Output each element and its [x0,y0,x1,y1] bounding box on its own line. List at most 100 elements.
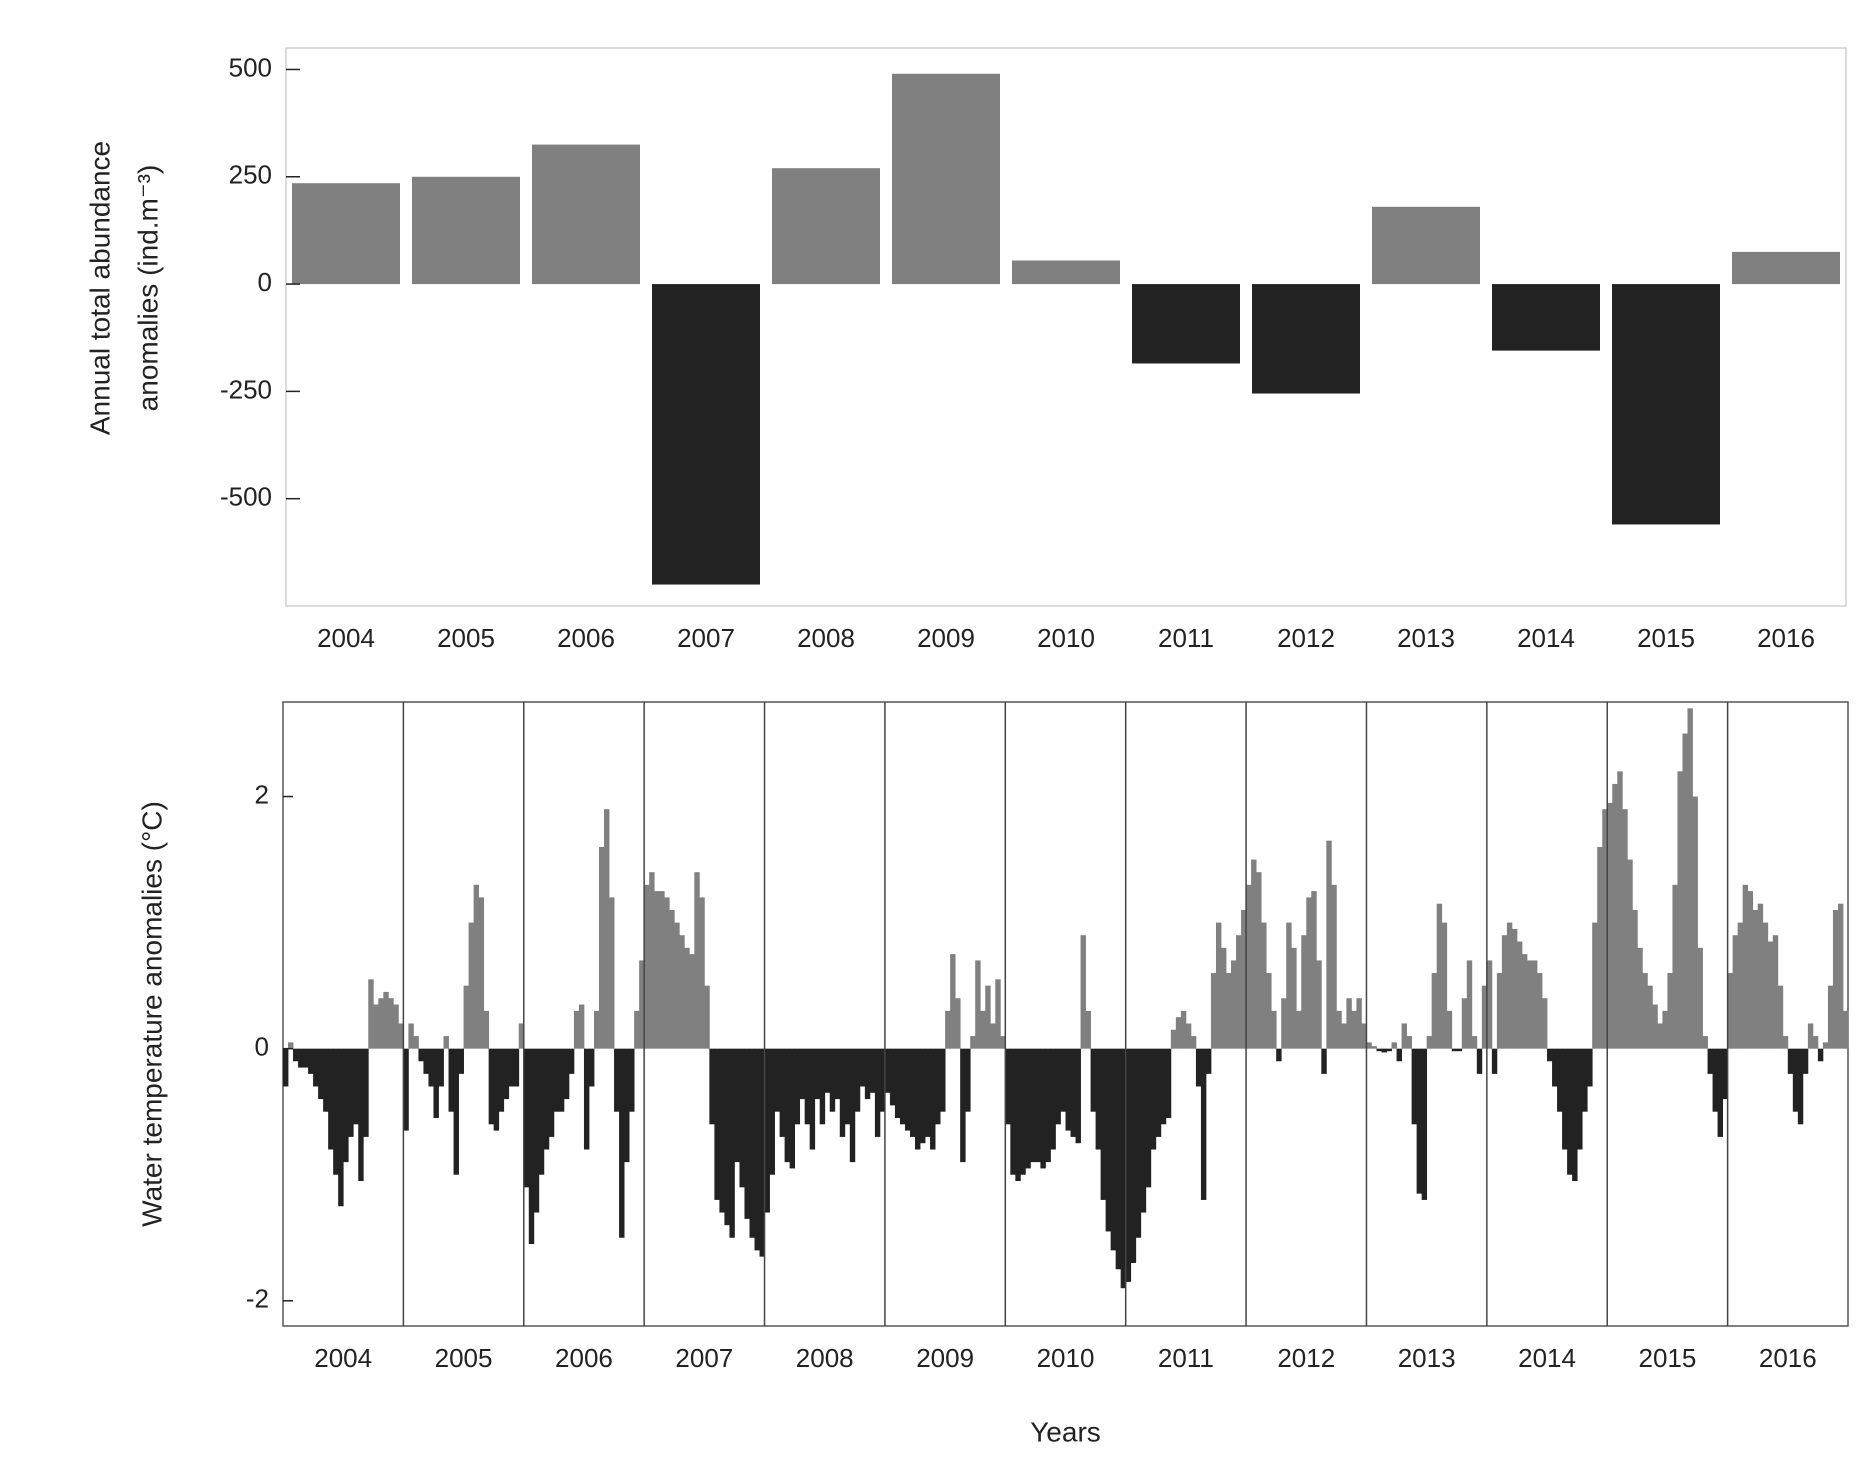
temperature-bar [1732,935,1739,1049]
temperature-bar [353,1048,359,1125]
temperature-bar [1652,1004,1658,1049]
temperature-bar [1642,973,1648,1049]
temperature-bar [388,998,394,1049]
temperature-bar [538,1048,545,1175]
temperature-bar [1236,935,1242,1049]
temperature-bar [523,1048,530,1188]
temperature-bar [664,897,670,1049]
temperature-bar [313,1048,319,1087]
temperature-bar [955,998,961,1049]
temperature-bar [1682,733,1688,1049]
temperature-bar [1316,960,1322,1049]
temperature-bar [794,1048,801,1125]
temperature-bar [1562,1048,1568,1150]
temperature-bar [1020,1048,1026,1175]
temperature-bar [1341,1023,1347,1049]
temperature-bar [935,1048,941,1125]
temperature-bar [1572,1048,1578,1182]
temperature-bar [1742,884,1749,1049]
temperature-bar [689,954,695,1049]
abundance-bar [1732,251,1840,285]
x-tick-label: 2010 [1037,623,1095,653]
temperature-bar [965,1048,971,1112]
temperature-bar [1542,998,1548,1049]
temperature-bar [1451,1048,1458,1052]
temperature-bar [1547,1048,1553,1062]
temperature-bar [1150,1048,1157,1150]
x-tick-label: 2015 [1639,1343,1697,1373]
temperature-bar [1045,1048,1051,1163]
plot-frame [285,47,1847,607]
temperature-bar [488,1048,495,1125]
temperature-bar [619,1048,625,1238]
temperature-bar [1516,941,1523,1049]
x-tick-label: 2016 [1759,1343,1817,1373]
abundance-bar [1012,260,1120,285]
temperature-bar [784,1048,791,1163]
temperature-bar [1205,1048,1212,1074]
temperature-bar [1647,985,1653,1049]
y-tick-label: 250 [229,160,272,190]
temperature-bar [1296,1010,1302,1049]
temperature-bar [398,1023,404,1049]
temperature-bar [1165,1048,1172,1118]
temperature-bar [734,1048,740,1163]
temperature-bar [749,1048,755,1238]
x-tick-label: 2011 [1158,1343,1214,1373]
temperature-bar [373,1004,379,1049]
temperature-bar [433,1048,439,1118]
temperature-bar [874,1048,881,1137]
temperature-bar [1612,783,1618,1049]
temperature-bar [1070,1048,1076,1137]
abundance-bar [652,284,760,585]
temperature-bar [879,1048,886,1112]
temperature-bar [1436,903,1443,1049]
temperature-bar [1361,1023,1367,1049]
x-tick-label: 2016 [1757,623,1815,653]
temperature-bar [904,1048,911,1131]
temperature-bar [1712,1048,1718,1112]
abundance-bar [1132,284,1240,364]
temperature-bar [423,1048,429,1074]
temperature-bar [1471,1036,1478,1049]
temperature-bar [1381,1048,1387,1053]
temperature-bar [588,1048,595,1087]
temperature-bar [298,1048,304,1068]
temperature-bar [1491,1048,1498,1074]
x-tick-label: 2013 [1397,623,1455,653]
temperature-bar [1170,1029,1177,1049]
temperature-bar [930,1048,936,1150]
temperature-bar [714,1048,720,1200]
temperature-bar [1662,1010,1668,1049]
temperature-bar [1371,1046,1377,1049]
temperature-bar [1346,998,1352,1049]
temperature-bar [1190,1036,1197,1049]
y-tick-label: -500 [220,482,272,512]
temperature-bar [799,1048,806,1100]
temperature-bar [1792,1048,1799,1112]
x-tick-label: 2012 [1277,1343,1335,1373]
temperature-bar [528,1048,535,1245]
x-tick-label: 2009 [916,1343,974,1373]
temperature-bar [1777,985,1784,1049]
temperature-bar [1587,1048,1593,1087]
temperature-bar [283,1048,289,1087]
x-tick-label: 2014 [1518,1343,1576,1373]
x-axis-label: Years [1030,1416,1101,1447]
temperature-bar [563,1048,570,1100]
temperature-bar [1486,960,1493,1049]
temperature-bar [1807,1023,1814,1049]
x-tick-label: 2007 [675,1343,733,1373]
temperature-bar [1000,1036,1006,1049]
temperature-bar [1617,771,1623,1049]
temperature-bar [508,1048,515,1087]
x-tick-label: 2012 [1277,623,1335,653]
temperature-bar [1802,1048,1809,1074]
temperature-bar [1095,1048,1102,1150]
temperature-bar [624,1048,630,1163]
temperature-bar [719,1048,725,1213]
temperature-bar [1717,1048,1723,1137]
temperature-bar [1496,973,1503,1049]
